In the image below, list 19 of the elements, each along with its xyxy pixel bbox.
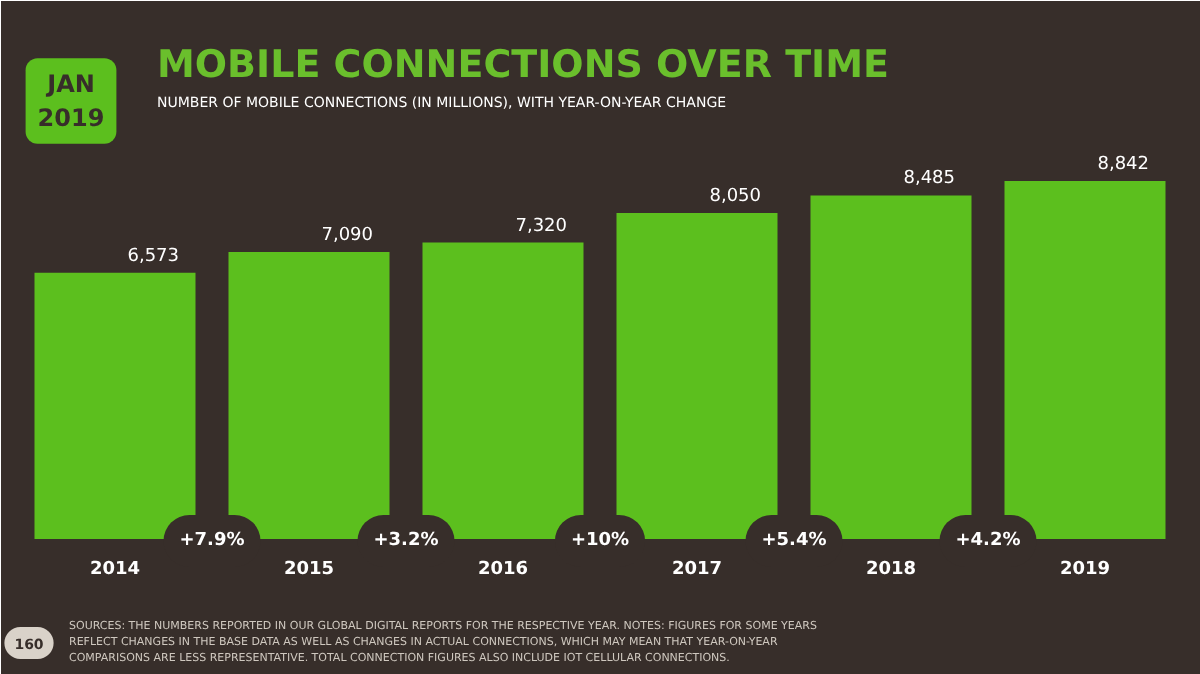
- x-tick-label: 2014: [89, 560, 141, 580]
- chart-title: MOBILE CONNECTIONS OVER TIME: [157, 43, 890, 87]
- data-label: 6,573: [127, 246, 180, 267]
- x-tick-label: 2015: [283, 560, 335, 580]
- data-label: 7,090: [321, 225, 374, 246]
- annotation: +10%: [570, 531, 630, 551]
- annotation: +3.2%: [373, 531, 439, 551]
- x-tick-label: 2016: [477, 560, 529, 580]
- data-label: 8,842: [1097, 155, 1150, 175]
- annotation: +4.2%: [955, 531, 1021, 551]
- text: JAN 2019: [37, 70, 105, 132]
- annotation: +5.4%: [761, 531, 827, 551]
- data-label: 7,320: [515, 216, 568, 237]
- annotation: +7.9%: [179, 531, 245, 551]
- data-label: 8,050: [709, 187, 762, 208]
- x-tick-label: 2018: [865, 560, 917, 580]
- data-label: 8,485: [903, 169, 956, 190]
- x-tick-label: 2017: [671, 560, 723, 580]
- x-tick-label: 2019: [1059, 560, 1111, 580]
